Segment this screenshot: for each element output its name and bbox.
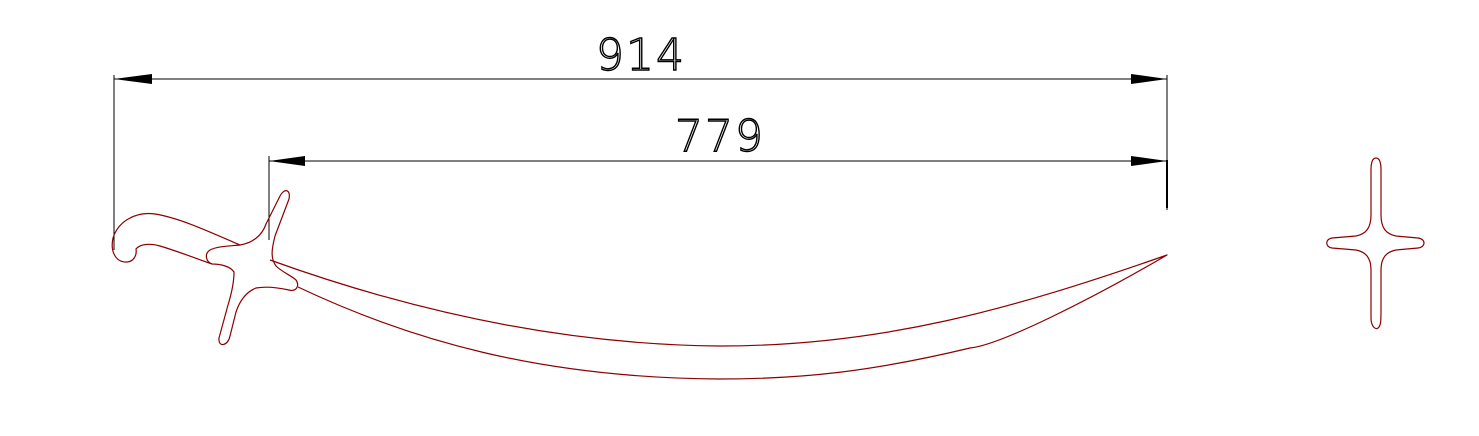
sword-crossguard-outline — [206, 191, 297, 345]
sword-blade-outline — [270, 255, 1167, 379]
sword-grip-outline — [112, 214, 240, 264]
blade-left-arrowhead — [269, 156, 305, 166]
blade-right-arrowhead — [1131, 156, 1167, 166]
blade-length-label: 779 — [675, 111, 765, 162]
overall-length-label: 914 — [596, 30, 686, 81]
overall-right-arrowhead — [1131, 74, 1167, 84]
crossguard-end-view — [1327, 158, 1424, 329]
overall-length-dimension — [114, 75, 1167, 250]
overall-left-arrowhead — [114, 74, 152, 84]
sword-side-view — [112, 191, 1167, 379]
blade-length-dimension — [269, 156, 1167, 240]
